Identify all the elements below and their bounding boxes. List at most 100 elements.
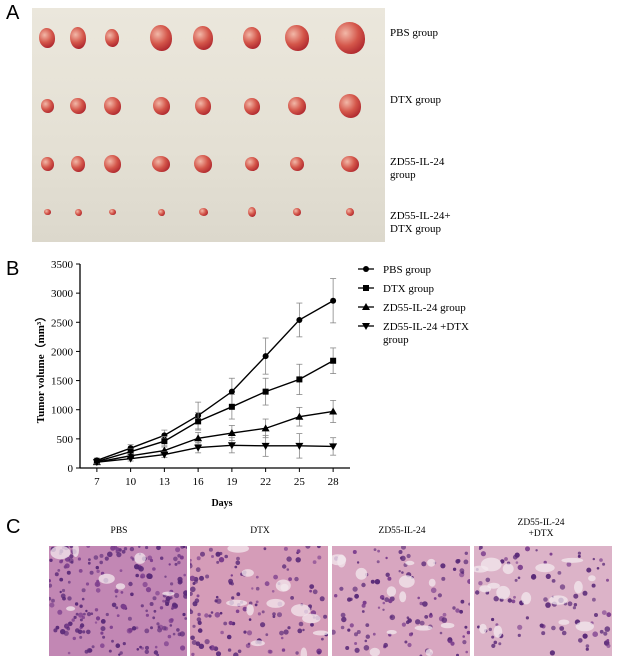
x-tick-label: 22 — [260, 476, 271, 488]
histology-texture — [49, 546, 187, 656]
data-point — [363, 266, 369, 272]
data-point — [329, 443, 338, 451]
tumor-specimen — [244, 97, 260, 115]
series-line — [96, 300, 334, 462]
histology-texture — [332, 546, 470, 656]
data-point — [161, 438, 168, 445]
tumor-specimen — [288, 97, 306, 115]
data-point — [362, 303, 370, 310]
tumor-specimen — [105, 29, 119, 47]
panel-b-letter: B — [6, 258, 20, 280]
legend-label: ZD55-IL-24 +DTX group — [383, 321, 469, 346]
tumor-specimen — [40, 157, 54, 171]
data-point — [92, 459, 101, 467]
legend-label: DTX group — [383, 283, 435, 295]
tumor-specimen — [198, 208, 208, 216]
histology-label-pbs: PBS — [110, 526, 128, 536]
data-point — [160, 451, 169, 459]
data-point — [329, 407, 338, 415]
x-tick-label: 13 — [159, 476, 171, 488]
histology-texture — [190, 546, 328, 656]
tumor-specimen — [150, 25, 172, 51]
data-point — [261, 442, 270, 450]
histology-image-zd55 — [332, 546, 470, 656]
data-point — [194, 434, 203, 442]
x-tick-label: 19 — [226, 476, 238, 488]
tumor-specimen — [40, 99, 54, 113]
data-point — [227, 429, 236, 437]
data-point — [330, 297, 337, 304]
tumor-specimen — [335, 22, 365, 54]
histology-label-zd55: ZD55-IL-24 — [378, 526, 426, 536]
tumor-specimen — [194, 155, 212, 173]
data-point — [295, 412, 304, 420]
x-tick-label: 10 — [125, 476, 137, 488]
y-axis-label: Tumor volume（mm³） — [34, 311, 47, 423]
histology-image-dtx — [190, 546, 328, 656]
data-point — [195, 418, 202, 425]
tumor-specimen — [346, 208, 354, 216]
tumor-specimen — [103, 97, 121, 115]
group-label-zd55-dtx: ZD55-IL-24+ DTX group — [390, 210, 451, 235]
legend-label: ZD55-IL-24 group — [383, 302, 466, 314]
series-line — [96, 410, 334, 463]
group-label-dtx: DTX group — [390, 94, 442, 106]
data-point — [261, 424, 270, 432]
tumor-specimen — [152, 97, 170, 115]
histology-texture — [474, 546, 612, 656]
tumor-specimen — [293, 208, 301, 216]
tumor-specimen — [43, 209, 51, 215]
histology-label-dtx: DTX — [250, 526, 270, 536]
y-tick-label: 1000 — [51, 405, 74, 417]
y-tick-label: 3000 — [51, 288, 74, 300]
y-tick-label: 2000 — [51, 346, 74, 358]
x-tick-label: 25 — [294, 476, 306, 488]
y-tick-label: 500 — [57, 434, 74, 446]
data-point — [362, 323, 370, 330]
y-tick-label: 1500 — [51, 376, 74, 388]
data-point — [227, 442, 236, 450]
group-label-pbs: PBS group — [390, 27, 438, 39]
data-point — [330, 357, 337, 364]
panel-c-letter: C — [6, 516, 21, 538]
tumor-specimen — [195, 97, 211, 115]
group-label-zd55: ZD55-IL-24 group — [390, 156, 445, 181]
tumor-specimen — [74, 208, 82, 216]
tumor-specimen — [245, 157, 259, 171]
panel-a-letter: A — [6, 2, 20, 24]
data-point — [262, 353, 269, 360]
x-tick-label: 16 — [193, 476, 205, 488]
y-tick-label: 3500 — [51, 259, 74, 271]
tumor-specimen — [39, 28, 55, 48]
tumor-specimen — [193, 26, 213, 50]
data-point — [363, 285, 369, 291]
tumor-specimen — [70, 98, 86, 114]
tumor-photo — [32, 8, 385, 242]
tumor-specimen — [71, 156, 85, 172]
data-point — [262, 388, 269, 395]
data-point — [127, 448, 134, 455]
tumor-specimen — [285, 25, 309, 51]
histology-image-pbs — [49, 546, 187, 656]
data-point — [228, 403, 235, 410]
tumor-specimen — [70, 27, 86, 49]
tumor-specimen — [103, 155, 121, 173]
histology-image-zd55-dtx — [474, 546, 612, 656]
tumor-specimen — [339, 94, 361, 118]
tumor-specimen — [152, 156, 170, 172]
tumor-specimen — [341, 156, 359, 172]
tumor-specimen — [290, 157, 304, 171]
data-point — [126, 455, 135, 463]
tumor-specimen — [243, 27, 261, 49]
data-point — [228, 388, 235, 395]
series-line — [96, 444, 334, 463]
tumor-specimen — [157, 208, 165, 216]
data-point — [296, 316, 303, 323]
y-tick-label: 2500 — [51, 317, 74, 329]
data-point — [194, 444, 203, 452]
data-point — [296, 376, 303, 383]
x-tick-label: 7 — [94, 476, 100, 488]
histology-label-zd55-dtx: ZD55-IL-24 +DTX — [517, 518, 565, 539]
tumor-specimen — [108, 209, 116, 215]
data-point — [295, 442, 304, 450]
